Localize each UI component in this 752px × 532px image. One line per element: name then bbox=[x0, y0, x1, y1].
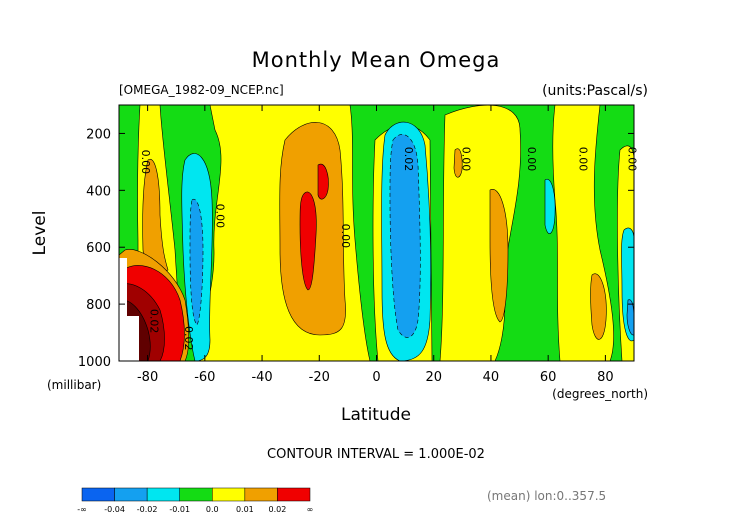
contour-label: 0.00 bbox=[459, 147, 472, 172]
contour-interval-label: CONTOUR INTERVAL = 1.000E-02 bbox=[267, 447, 485, 462]
contour-label: 0.00 bbox=[577, 147, 590, 172]
footer-note: (mean) lon:0..357.5 bbox=[487, 489, 607, 503]
y-tick-label: 200 bbox=[86, 127, 111, 142]
y-tick-label: 800 bbox=[86, 298, 111, 313]
contour-label: 0.00 bbox=[339, 224, 352, 249]
y-tick-label: 400 bbox=[86, 184, 111, 199]
orange-region bbox=[590, 273, 607, 340]
units-label: (units:Pascal/s) bbox=[542, 83, 648, 99]
missing-data-patch bbox=[119, 258, 127, 361]
contour-label: 0.00 bbox=[213, 204, 226, 229]
plot-area bbox=[119, 105, 634, 361]
x-tick-label: 60 bbox=[540, 370, 557, 385]
contour-label: 0.02 bbox=[402, 147, 415, 172]
colorbar-label: 0.0 bbox=[206, 505, 219, 514]
x-tick-label: -80 bbox=[137, 370, 158, 385]
y-unit-label: (millibar) bbox=[47, 378, 102, 392]
colorbar-swatch bbox=[179, 487, 213, 502]
colorbar-label: -0.01 bbox=[169, 505, 190, 514]
chart-title: Monthly Mean Omega bbox=[251, 48, 501, 72]
x-tick-label: 40 bbox=[483, 370, 500, 385]
contour-label: 0.00 bbox=[139, 150, 152, 175]
orange-region bbox=[142, 158, 169, 273]
negative-region bbox=[189, 198, 204, 326]
y-tick-label: 1000 bbox=[78, 355, 111, 370]
x-axis-label: Latitude bbox=[341, 405, 411, 425]
negative-region bbox=[626, 299, 634, 336]
negative-region bbox=[389, 134, 421, 338]
negative-region bbox=[544, 178, 556, 235]
colorbar-swatch bbox=[244, 487, 278, 502]
colorbar-swatch bbox=[114, 487, 148, 502]
x-tick-label: -40 bbox=[251, 370, 272, 385]
contour-label: 0.00 bbox=[625, 147, 638, 172]
contour-label: 0.02 bbox=[182, 326, 195, 351]
x-tick-label: 0 bbox=[372, 370, 380, 385]
file-label: [OMEGA_1982-09_NCEP.nc] bbox=[119, 83, 284, 97]
x-tick-label: 80 bbox=[597, 370, 614, 385]
x-tick-label: -20 bbox=[309, 370, 330, 385]
orange-region bbox=[453, 148, 463, 178]
colorbar-swatch bbox=[81, 487, 115, 502]
y-axis-label: Level bbox=[30, 210, 50, 256]
y-tick-label: 600 bbox=[86, 241, 111, 256]
x-unit-label: (degrees_north) bbox=[552, 387, 648, 401]
colorbar-label: -0.04 bbox=[104, 505, 125, 514]
colorbar-swatch bbox=[146, 487, 180, 502]
missing-data-patch bbox=[127, 316, 139, 361]
x-tick-label: 20 bbox=[425, 370, 442, 385]
contour-label: 0.00 bbox=[525, 147, 538, 172]
contour-label: 0.02 bbox=[147, 309, 160, 334]
colorbar-label: -0.02 bbox=[137, 505, 158, 514]
colorbar-label: ∞ bbox=[307, 505, 314, 514]
colorbar-label: 0.02 bbox=[269, 505, 287, 514]
colorbar-label: -∞ bbox=[77, 505, 87, 514]
orange-region bbox=[489, 189, 509, 323]
red-region bbox=[299, 191, 317, 291]
red-region bbox=[317, 163, 329, 200]
colorbar-swatch bbox=[212, 487, 246, 502]
x-tick-label: -60 bbox=[194, 370, 215, 385]
colorbar-swatch bbox=[277, 487, 311, 502]
colorbar-label: 0.01 bbox=[236, 505, 254, 514]
